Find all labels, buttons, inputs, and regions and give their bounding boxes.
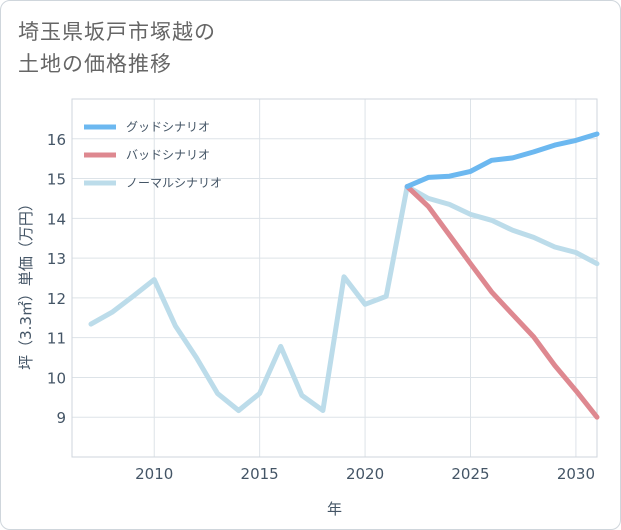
y-tick-label: 15 [47, 171, 66, 189]
y-tick-label: 12 [47, 290, 66, 308]
x-tick-label: 2020 [346, 465, 384, 483]
grid [72, 99, 597, 457]
series-line-0 [404, 131, 600, 189]
x-tick-label: 2025 [451, 465, 489, 483]
y-tick-label: 13 [47, 250, 66, 268]
y-tick-label: 9 [56, 409, 66, 427]
x-tick-label: 2030 [557, 465, 595, 483]
y-tick-label: 16 [47, 131, 66, 149]
x-tick-labels: 2010 2015 2020 2025 2030 [135, 465, 595, 483]
legend-label: ノーマルシナリオ [126, 176, 222, 190]
plot-frame [71, 98, 598, 458]
plot-border [71, 98, 598, 458]
series-line-2 [88, 184, 600, 413]
series-lines [88, 131, 600, 420]
page-title: 埼玉県坂戸市塚越の 土地の価格推移 [18, 16, 216, 80]
legend-label: グッドシナリオ [126, 120, 210, 134]
x-axis-label: 年 [327, 500, 342, 518]
x-tick-label: 2015 [241, 465, 279, 483]
title-line-2: 土地の価格推移 [18, 52, 172, 76]
y-tick-labels: 9 10 11 12 13 14 15 16 [47, 131, 66, 427]
series-line-1 [404, 184, 600, 420]
y-tick-label: 10 [47, 369, 66, 387]
y-tick-label: 14 [47, 210, 66, 228]
x-tick-label: 2010 [135, 465, 173, 483]
legend-label: バッドシナリオ [126, 148, 210, 162]
title-line-1: 埼玉県坂戸市塚越の [18, 20, 216, 44]
y-axis-label: 坪（3.3㎡）単価（万円） [17, 196, 35, 370]
y-tick-label: 11 [47, 330, 66, 348]
